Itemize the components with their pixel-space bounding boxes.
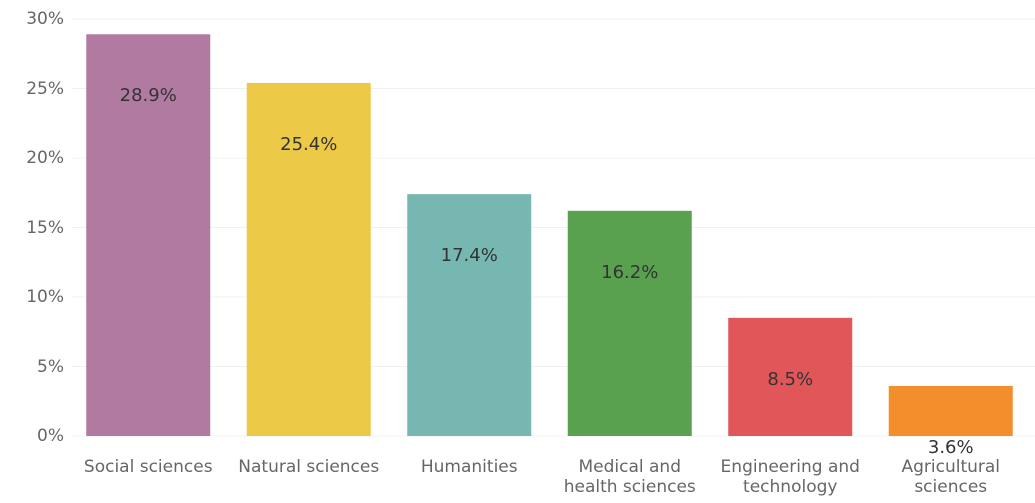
y-tick-label: 0%: [37, 426, 64, 446]
y-tick-label: 10%: [26, 287, 64, 307]
x-tick-label: Engineering and technology: [720, 457, 860, 497]
bar: [728, 317, 853, 436]
x-tick-label: Agricultural sciences: [901, 457, 1001, 497]
y-tick-label: 25%: [26, 78, 64, 99]
bar: [888, 385, 1013, 436]
bar: [246, 82, 371, 436]
bar: [567, 210, 692, 436]
y-tick-label: 30%: [26, 9, 64, 29]
y-tick-label: 20%: [26, 148, 64, 168]
x-tick-label: Social sciences: [83, 457, 213, 477]
bar: [86, 34, 211, 436]
data-label: 25.4%: [280, 133, 338, 155]
data-label: 28.9%: [119, 85, 177, 107]
data-label: 8.5%: [767, 368, 814, 390]
x-tick-label: Humanities: [420, 457, 518, 477]
y-tick-label: 15%: [26, 217, 64, 238]
data-label: 17.4%: [440, 245, 498, 267]
x-tick-label: Medical and health sciences: [563, 457, 696, 497]
y-tick-label: 5%: [37, 356, 64, 377]
x-tick-label: Natural sciences: [238, 457, 380, 477]
data-label: 3.6%: [927, 436, 974, 458]
bar: [407, 194, 532, 436]
data-label: 16.2%: [601, 261, 659, 283]
